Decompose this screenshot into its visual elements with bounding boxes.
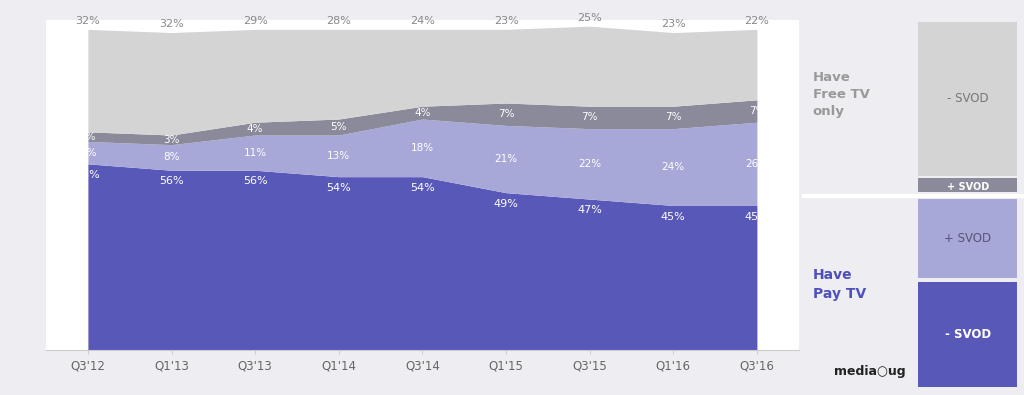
Text: 24%: 24% [662, 162, 685, 172]
Text: 45%: 45% [744, 212, 769, 222]
Text: 54%: 54% [410, 183, 435, 193]
Text: 18%: 18% [411, 143, 434, 153]
Text: 24%: 24% [410, 16, 435, 26]
Text: 23%: 23% [660, 19, 686, 29]
Bar [919, 22, 1018, 176]
Text: 28%: 28% [327, 16, 351, 26]
Bar [919, 199, 1018, 278]
Text: 23%: 23% [494, 16, 518, 26]
Text: 26%: 26% [745, 159, 768, 169]
Text: + SVOD: + SVOD [944, 233, 991, 245]
Text: 29%: 29% [243, 16, 267, 26]
Text: 7%: 7% [80, 148, 96, 158]
Bar [919, 178, 1018, 192]
Text: 47%: 47% [578, 205, 602, 215]
Text: Have
Free TV
only: Have Free TV only [813, 71, 869, 118]
Text: + SVOD: + SVOD [947, 182, 989, 192]
Text: 7%: 7% [749, 106, 765, 116]
Text: 3%: 3% [163, 135, 180, 145]
Text: 8%: 8% [163, 152, 180, 162]
Text: 45%: 45% [660, 212, 686, 222]
Text: 4%: 4% [247, 124, 263, 134]
Text: 56%: 56% [243, 177, 267, 186]
Text: Have
Pay TV: Have Pay TV [813, 268, 866, 301]
Text: 54%: 54% [327, 183, 351, 193]
Text: 22%: 22% [744, 16, 769, 26]
Text: 7%: 7% [498, 109, 514, 119]
Text: 21%: 21% [495, 154, 517, 164]
Text: - SVOD: - SVOD [947, 92, 988, 105]
Text: 56%: 56% [159, 177, 184, 186]
Text: 11%: 11% [244, 148, 266, 158]
Text: 7%: 7% [582, 113, 598, 122]
Text: 13%: 13% [328, 151, 350, 161]
Text: - SVOD: - SVOD [945, 328, 991, 341]
Text: 32%: 32% [76, 16, 100, 26]
Text: 5%: 5% [331, 122, 347, 132]
Text: 4%: 4% [414, 107, 431, 118]
Text: 22%: 22% [579, 159, 601, 169]
Text: media○ug: media○ug [834, 365, 905, 378]
Text: 58%: 58% [76, 170, 100, 180]
Text: 3%: 3% [80, 132, 96, 142]
Text: 25%: 25% [578, 13, 602, 23]
Bar [919, 282, 1018, 387]
Text: 32%: 32% [159, 19, 184, 29]
Text: 7%: 7% [665, 113, 682, 122]
Text: 49%: 49% [494, 199, 518, 209]
